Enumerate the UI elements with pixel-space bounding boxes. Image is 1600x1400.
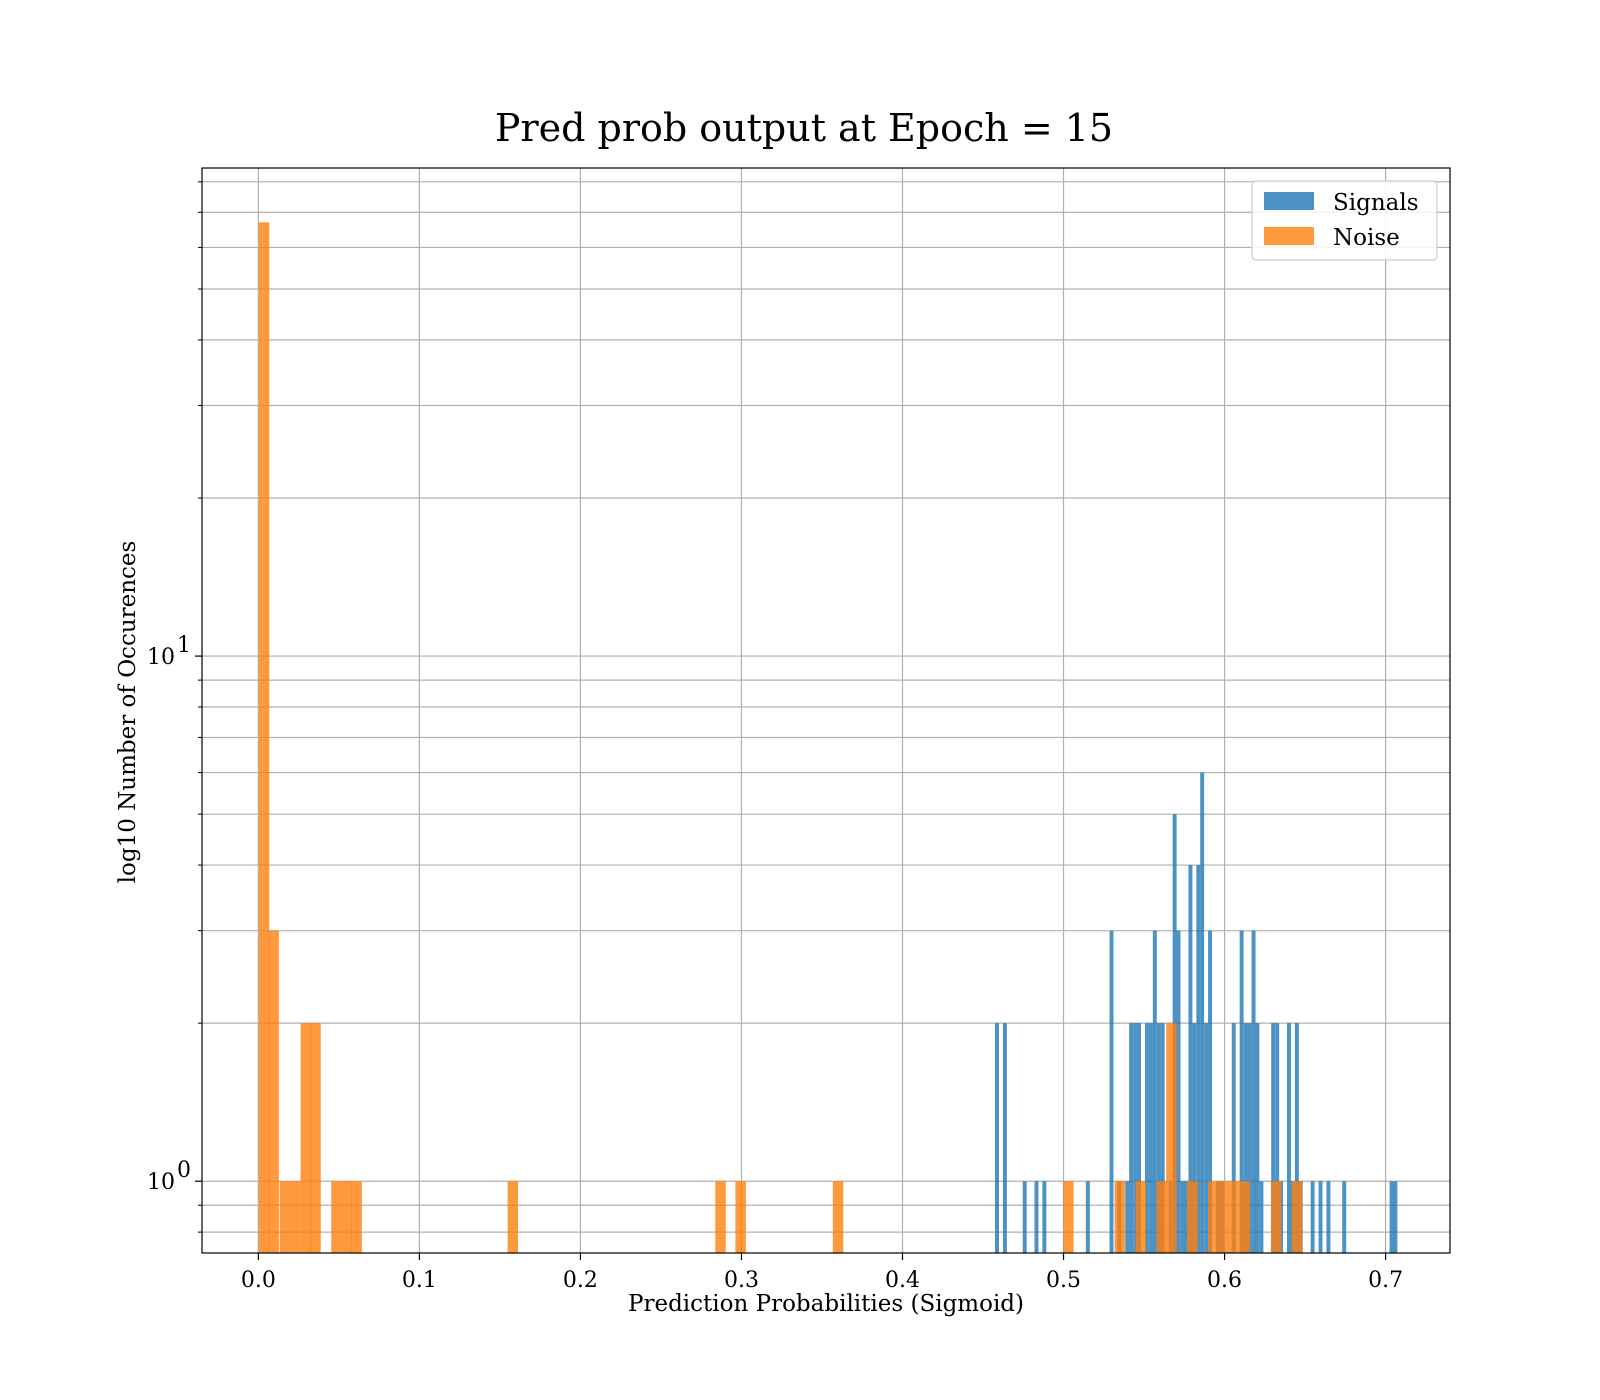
x-tick-label: 0.2 — [563, 1268, 598, 1293]
signals-bar — [1255, 1023, 1260, 1253]
noise-bars — [258, 222, 1303, 1254]
signals-bar — [1192, 1023, 1197, 1253]
y-tick-label: 10 — [147, 1170, 175, 1195]
y-tick-label: 10 — [147, 645, 175, 670]
grid — [202, 168, 1450, 1253]
noise-bar — [1187, 1181, 1198, 1253]
signals-bar — [1180, 1181, 1185, 1253]
signals-bar — [1085, 1181, 1090, 1253]
noise-bar — [1135, 1181, 1147, 1253]
legend-label-signals: Signals — [1333, 190, 1419, 216]
legend-label-noise: Noise — [1333, 225, 1400, 251]
signals-bar — [1129, 1023, 1134, 1253]
noise-bar — [351, 1181, 362, 1253]
signals-bar — [1109, 930, 1114, 1253]
x-tick-label: 0.0 — [241, 1268, 276, 1293]
signals-bar — [1247, 1023, 1252, 1253]
signals-bar — [1259, 1181, 1264, 1253]
noise-bar — [832, 1181, 844, 1253]
chart-title: Pred prob output at Epoch = 15 — [495, 106, 1113, 150]
noise-bar — [331, 1181, 342, 1253]
signals-bar — [1152, 930, 1157, 1253]
signals-bar — [1286, 1023, 1291, 1253]
legend-swatch-noise — [1264, 227, 1314, 245]
signals-bar — [1176, 930, 1181, 1253]
signals-bar — [1275, 1023, 1280, 1253]
signals-bar — [1196, 865, 1201, 1253]
signals-bar — [1156, 1023, 1161, 1253]
signals-bar — [1294, 1023, 1299, 1253]
signals-bar — [1144, 1023, 1149, 1253]
noise-bar — [268, 930, 279, 1253]
signals-bar — [1243, 1023, 1248, 1253]
legend-swatch-signals — [1264, 192, 1314, 210]
signals-bar — [1271, 1023, 1276, 1253]
noise-bar — [258, 222, 270, 1254]
signals-bar — [1204, 1023, 1209, 1253]
signals-bar — [1188, 865, 1193, 1253]
noise-bar — [310, 1023, 321, 1253]
x-tick-label: 0.7 — [1368, 1268, 1403, 1293]
noise-bar — [1063, 1181, 1074, 1253]
y-tick-exponent: 1 — [177, 633, 191, 658]
noise-bar — [1239, 1181, 1250, 1253]
signals-bar — [1200, 772, 1205, 1253]
x-tick-label: 0.5 — [1046, 1268, 1081, 1293]
signals-bar — [1239, 930, 1244, 1253]
signals-bar — [1393, 1181, 1398, 1253]
signals-bar — [1160, 1023, 1165, 1253]
noise-bar — [1166, 1023, 1177, 1253]
signals-bar — [1148, 1023, 1153, 1253]
signals-bar — [1137, 1023, 1142, 1253]
signals-bar — [1133, 1023, 1138, 1253]
noise-bar — [1218, 1181, 1229, 1253]
signals-bar — [1310, 1181, 1315, 1253]
signals-bar — [1326, 1181, 1331, 1253]
noise-bar — [1114, 1181, 1126, 1253]
signals-bar — [995, 1023, 999, 1253]
x-tick-label: 0.1 — [402, 1268, 437, 1293]
y-axis-label: log10 Number of Occurences — [115, 541, 141, 884]
signals-bar — [1042, 1181, 1047, 1253]
x-tick-label: 0.6 — [1207, 1268, 1242, 1293]
noise-bar — [1270, 1181, 1282, 1253]
noise-bar — [735, 1181, 746, 1253]
signals-bar — [1022, 1181, 1027, 1253]
signals-bar — [1208, 930, 1213, 1253]
noise-bar — [1291, 1181, 1303, 1253]
noise-bar — [507, 1181, 519, 1253]
signals-bar — [1342, 1181, 1347, 1253]
signals-bar — [1184, 1181, 1189, 1253]
signals-bar — [1251, 930, 1256, 1253]
signals-bar — [1034, 1181, 1039, 1253]
signals-bar — [1125, 1181, 1130, 1253]
legend: Signals Noise — [1251, 180, 1438, 261]
noise-bar — [341, 1181, 353, 1253]
signals-bar — [1002, 1023, 1007, 1253]
noise-bar — [1156, 1181, 1167, 1253]
noise-bar — [1228, 1181, 1240, 1253]
y-tick-exponent: 0 — [177, 1158, 191, 1183]
signals-bar — [1389, 1181, 1394, 1253]
signals-bar — [1318, 1181, 1323, 1253]
x-tick-label: 0.3 — [724, 1268, 759, 1293]
plot-frame — [201, 167, 1451, 1254]
noise-bar — [279, 1181, 291, 1253]
noise-bar — [715, 1181, 726, 1253]
signals-bar — [1231, 1023, 1236, 1253]
noise-bar — [1208, 1181, 1219, 1253]
x-axis-ticks: 0.0 0.1 0.2 0.3 0.4 0.5 0.6 0.7 — [241, 1253, 1403, 1293]
x-axis-label: Prediction Probabilities (Sigmoid) — [628, 1291, 1024, 1317]
noise-bar — [300, 1023, 312, 1253]
x-tick-label: 0.4 — [885, 1268, 920, 1293]
noise-bar — [290, 1181, 301, 1253]
